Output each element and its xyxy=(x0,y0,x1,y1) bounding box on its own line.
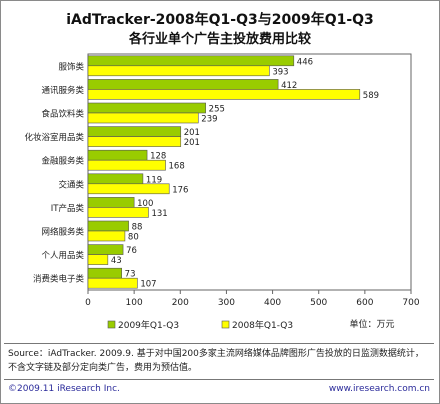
bar-2009 xyxy=(87,149,148,161)
x-tick-label: 500 xyxy=(310,298,327,308)
x-tick-label: 0 xyxy=(85,298,91,308)
bar-2008 xyxy=(87,207,149,218)
category-label: 网络服务类 xyxy=(41,227,84,238)
bar-2009 xyxy=(87,55,295,67)
x-tick-label: 700 xyxy=(402,298,419,308)
x-tick-label: 300 xyxy=(218,298,235,308)
bar-value-label: 201 xyxy=(184,138,200,148)
bar-value-label: 176 xyxy=(172,185,188,195)
bar-2008 xyxy=(87,136,182,147)
bar-2009 xyxy=(87,244,124,255)
bar-value-label: 393 xyxy=(272,67,288,77)
bar-2009 xyxy=(87,197,135,208)
category-label: 通讯服务类 xyxy=(41,85,84,96)
bar-value-label: 73 xyxy=(125,270,136,280)
category-label: 交通类 xyxy=(58,179,84,190)
x-tick-label: 100 xyxy=(126,298,143,308)
chart-title: iAdTracker-2008年Q1-Q3与2009年Q1-Q3 xyxy=(66,12,374,28)
x-tick-label: 600 xyxy=(356,298,373,308)
bar-2008 xyxy=(87,159,166,171)
bar-value-label: 88 xyxy=(132,223,143,233)
x-tick-label: 200 xyxy=(172,298,189,308)
bar-2009 xyxy=(87,79,279,90)
bar-2008 xyxy=(87,254,109,265)
separator-bottom xyxy=(4,379,434,380)
website-link: www.iresearch.com.cn xyxy=(328,384,430,394)
copyright-text: ©2009.11 iResearch Inc. xyxy=(8,384,120,394)
bar-value-label: 128 xyxy=(150,152,166,162)
bar-2008 xyxy=(87,112,199,124)
bar-value-label: 239 xyxy=(201,115,217,125)
bar-2008 xyxy=(87,230,126,242)
legend-label: 2009年Q1-Q3 xyxy=(118,319,179,331)
bar-2009 xyxy=(87,267,122,279)
bar-2009 xyxy=(87,102,206,114)
bar-value-label: 107 xyxy=(140,280,156,290)
unit-label: 单位：万元 xyxy=(349,318,394,330)
bar-value-label: 255 xyxy=(209,105,225,115)
bar-2008 xyxy=(87,183,170,195)
chart-subtitle: 各行业单个广告主投放费用比较 xyxy=(128,32,311,47)
bar-value-label: 446 xyxy=(297,57,313,67)
legend-label: 2008年Q1-Q3 xyxy=(232,319,293,331)
bar-value-label: 43 xyxy=(111,256,122,266)
category-label: 个人用品类 xyxy=(41,250,84,261)
bar-2008 xyxy=(87,89,361,100)
category-label: 食品饮料类 xyxy=(41,109,84,120)
source-line-2: 不含文字链及部分定向类广告，费用为预估值。 xyxy=(8,363,198,373)
x-tick-label: 400 xyxy=(264,298,281,308)
bar-value-label: 589 xyxy=(363,91,379,101)
bar-value-label: 201 xyxy=(184,128,200,138)
category-label: 服饰类 xyxy=(58,61,84,72)
bar-2009 xyxy=(87,173,144,185)
legend-swatch xyxy=(221,320,230,329)
category-label: IT产品类 xyxy=(51,203,85,214)
separator-top xyxy=(4,343,434,344)
category-label: 金融服务类 xyxy=(41,156,84,167)
category-label: 化妆浴室用品类 xyxy=(24,132,84,143)
bar-value-label: 100 xyxy=(137,199,153,209)
bar-2009 xyxy=(87,220,129,232)
category-label: 消费类电子类 xyxy=(33,274,85,285)
source-line-1: Source：iAdTracker. 2009.9. 基于对中国200多家主流网… xyxy=(8,349,424,359)
bar-value-label: 168 xyxy=(169,162,185,172)
bar-2008 xyxy=(87,277,138,289)
bar-2009 xyxy=(87,126,182,137)
bar-value-label: 131 xyxy=(151,209,167,219)
bar-2008 xyxy=(87,65,270,77)
bar-value-label: 119 xyxy=(146,175,162,185)
bar-value-label: 76 xyxy=(126,246,137,256)
bar-value-label: 412 xyxy=(281,81,297,91)
legend-swatch xyxy=(107,320,116,329)
bar-value-label: 80 xyxy=(128,233,139,243)
